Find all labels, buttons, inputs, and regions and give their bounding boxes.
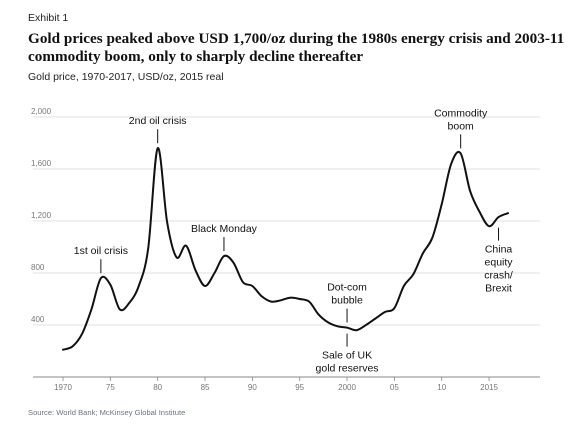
y-tick-label: 2,000: [31, 107, 52, 116]
annotation-label: crash/: [484, 270, 513, 282]
x-tick-label: 2000: [338, 383, 356, 392]
exhibit-label: Exhibit 1: [28, 12, 69, 24]
x-tick-label: 95: [295, 383, 304, 392]
gridlines: [33, 116, 540, 326]
annotation-label: boom: [448, 120, 475, 132]
y-tick-label: 800: [31, 263, 45, 272]
annotation-label: Black Monday: [191, 223, 258, 235]
x-tick-label: 05: [390, 383, 399, 392]
source-note: Source: World Bank; McKinsey Global Inst…: [28, 408, 186, 417]
annotation-label: equity: [485, 257, 514, 269]
gold-price-line: [62, 147, 509, 351]
annotation-label: 2nd oil crisis: [129, 115, 187, 127]
x-tick-label: 1970: [54, 383, 72, 392]
y-axis-ticks: 400 800 1,200 1,600 2,000: [31, 107, 52, 324]
x-tick-label: 90: [248, 383, 257, 392]
x-tick-label: 75: [106, 383, 115, 392]
x-tick-label: 10: [437, 383, 446, 392]
annotation-label: 1st oil crisis: [74, 245, 128, 257]
x-tick-label: 85: [201, 383, 210, 392]
x-axis-ticks: 1970 75 80 85 90 95 2000 05 10 2015: [54, 377, 499, 392]
x-tick-label: 80: [153, 383, 162, 392]
series-layer: [62, 147, 509, 351]
chart-title: Gold prices peaked above USD 1,700/oz du…: [28, 30, 565, 65]
annotation-label: bubble: [331, 295, 363, 307]
annotation-label: gold reserves: [316, 363, 379, 375]
annotation-label: Dot-com: [327, 282, 367, 294]
y-tick-label: 1,600: [31, 159, 52, 168]
y-tick-label: 1,200: [31, 211, 52, 220]
y-tick-label: 400: [31, 315, 45, 324]
annotation-label: Sale of UK: [322, 350, 372, 362]
annotation-label: Brexit: [485, 283, 512, 295]
annotations: 1st oil crisis 2nd oil crisis Black Monday…: [74, 107, 514, 374]
x-tick-label: 2015: [480, 383, 498, 392]
annotation-label: Commodity: [434, 107, 488, 119]
chart-subtitle: Gold price, 1970-2017, USD/oz, 2015 real: [28, 71, 224, 83]
annotation-label: China: [485, 244, 513, 256]
